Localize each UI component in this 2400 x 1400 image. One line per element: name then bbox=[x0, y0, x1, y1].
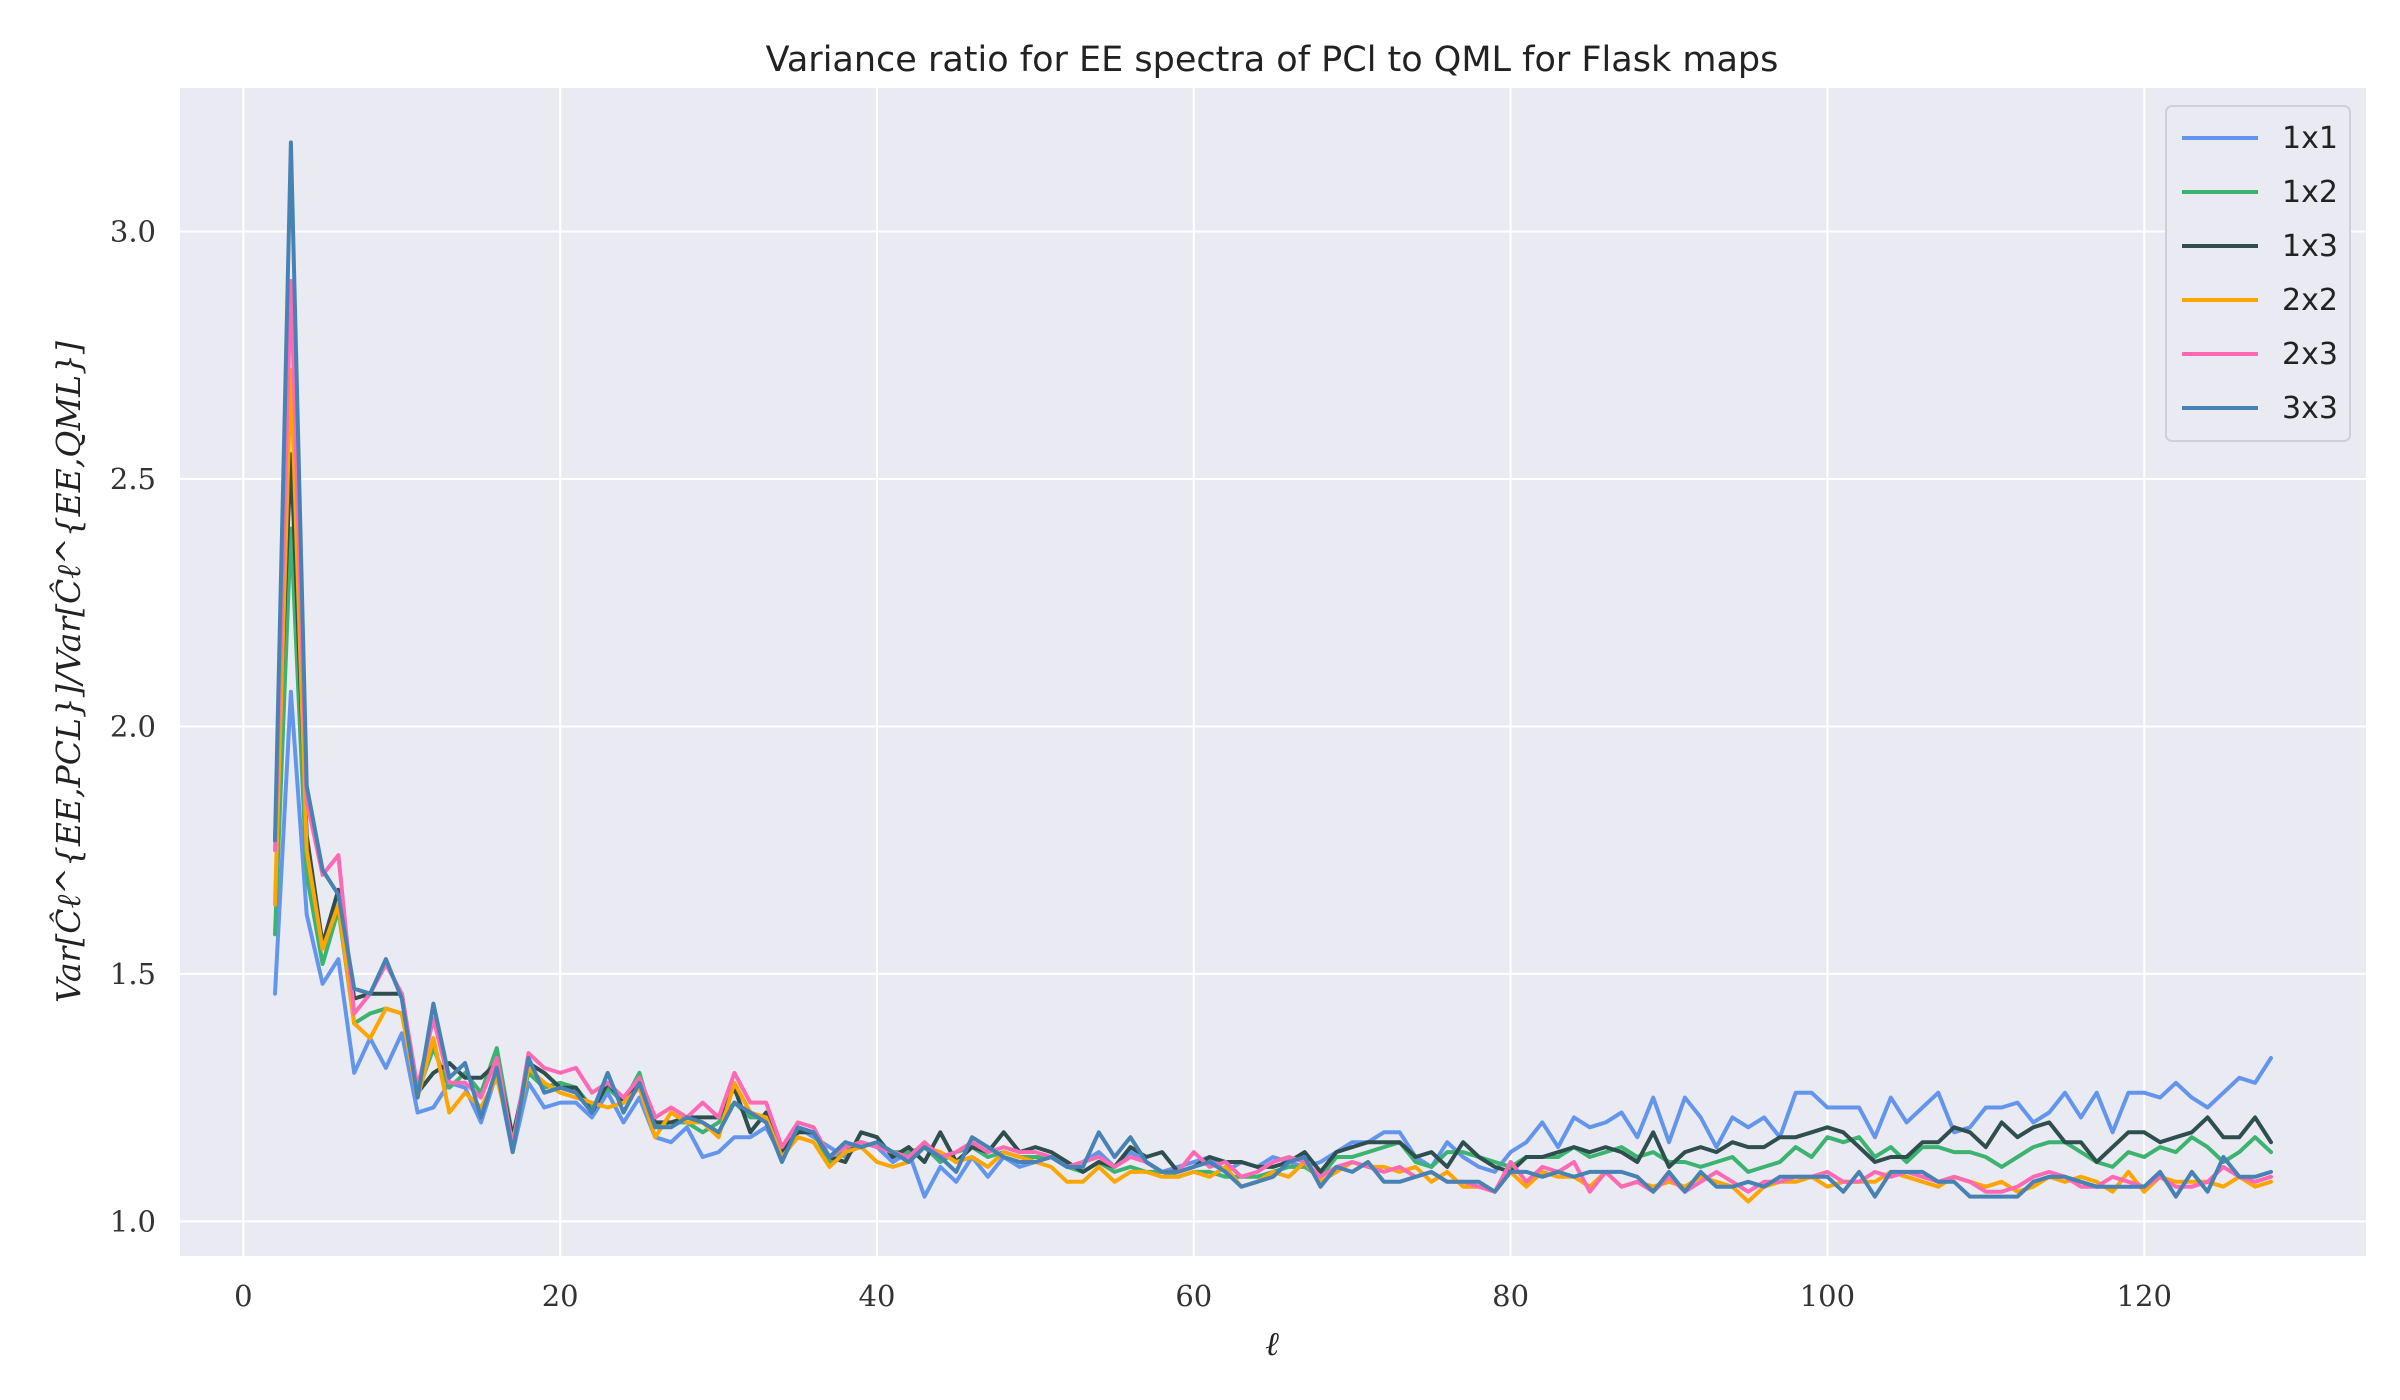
grid bbox=[180, 88, 2366, 1256]
plot-area bbox=[180, 88, 2366, 1256]
x-tick-label: 100 bbox=[1800, 1279, 1855, 1313]
y-tick-label: 3.0 bbox=[110, 215, 156, 249]
x-axis-label: ℓ bbox=[1265, 1324, 1279, 1363]
series-line-3x3 bbox=[273, 140, 2273, 1199]
y-tick-label: 2.5 bbox=[110, 462, 156, 496]
x-tick-label: 120 bbox=[2117, 1279, 2172, 1313]
x-tick-label: 40 bbox=[859, 1279, 896, 1313]
series-lines bbox=[273, 140, 2273, 1204]
y-tick-labels: 1.0 1.5 2.0 2.5 3.0 bbox=[110, 215, 156, 1239]
chart-title: Variance ratio for EE spectra of PCl to … bbox=[766, 40, 1779, 80]
series-line-2x2 bbox=[273, 368, 2273, 1204]
series-line-1x1 bbox=[273, 689, 2273, 1199]
y-axis-label: Var[Ĉℓ^{EE,PCL}]/Var[Ĉℓ^{EE,QML}] bbox=[48, 341, 88, 1003]
legend-box bbox=[2165, 105, 2351, 442]
x-tick-label: 60 bbox=[1175, 1279, 1212, 1313]
y-tick-label: 1.5 bbox=[110, 957, 156, 991]
legend-label-2x2: 2x2 bbox=[2282, 283, 2338, 318]
x-tick-label: 80 bbox=[1492, 1279, 1529, 1313]
legend-label-1x1: 1x1 bbox=[2282, 121, 2338, 156]
legend: 1x1 1x2 1x3 2x2 2x3 3x3 bbox=[2165, 105, 2351, 442]
x-tick-labels: 0 20 40 60 80 100 120 bbox=[234, 1279, 2172, 1313]
y-tick-label: 2.0 bbox=[110, 709, 156, 743]
legend-label-3x3: 3x3 bbox=[2282, 391, 2338, 426]
x-tick-label: 0 bbox=[234, 1279, 252, 1313]
y-tick-label: 1.0 bbox=[110, 1204, 156, 1238]
legend-label-1x2: 1x2 bbox=[2282, 175, 2338, 210]
legend-label-2x3: 2x3 bbox=[2282, 337, 2338, 372]
legend-label-1x3: 1x3 bbox=[2282, 229, 2338, 264]
x-tick-label: 20 bbox=[542, 1279, 579, 1313]
